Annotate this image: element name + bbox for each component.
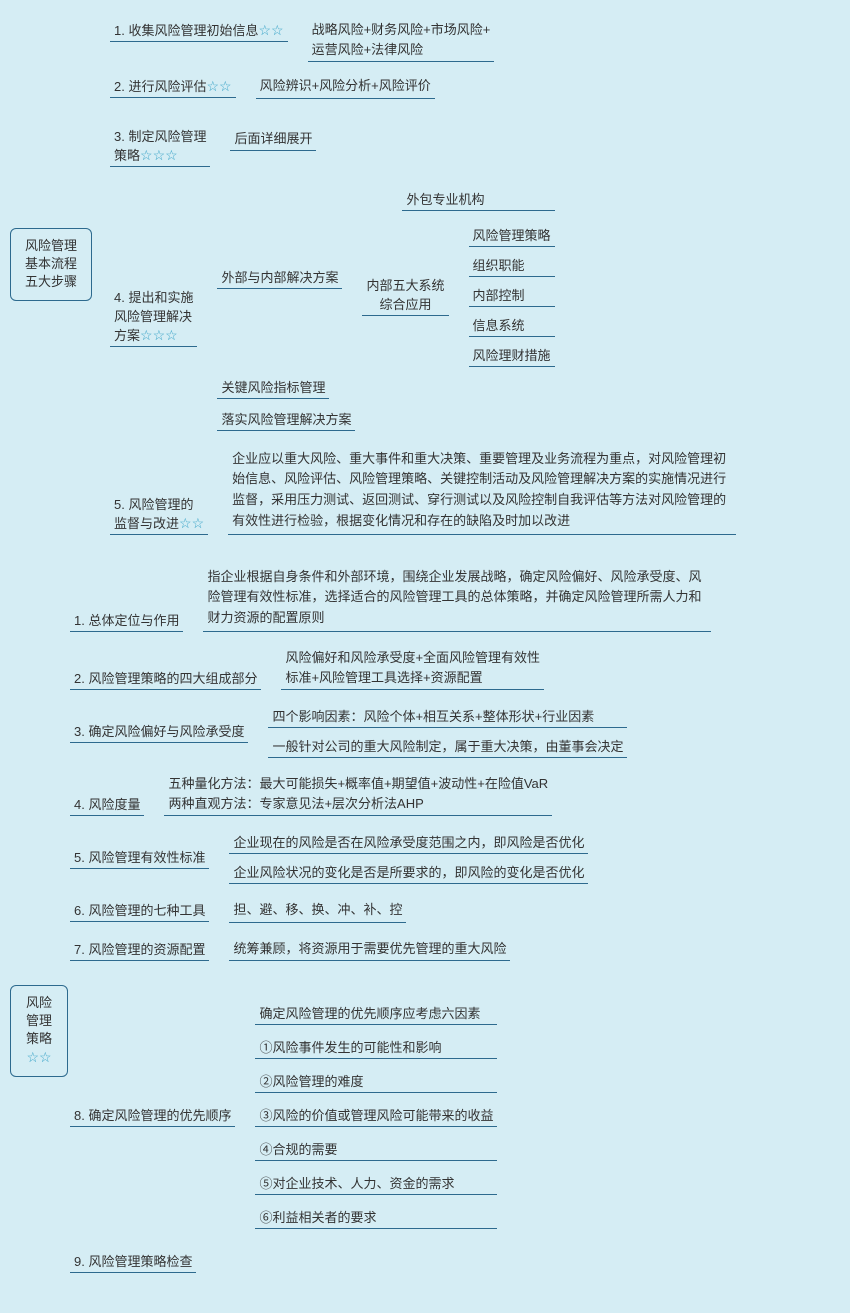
- s2-item-3-line-1: 一般针对公司的重大风险制定，属于重大决策，由董事会决定: [268, 734, 627, 758]
- item-2-row: 2. 进行风险评估☆☆ 风险辨识+风险分析+风险评价: [110, 74, 840, 99]
- item-1-text: 1. 收集风险管理初始信息: [114, 23, 258, 38]
- s2-item-3-lines: 四个影响因素：风险个体+相互关系+整体形状+行业因素 一般针对公司的重大风险制定…: [268, 704, 627, 758]
- s2-item-8-leaves: 确定风险管理的优先顺序应考虑六因素 ①风险事件发生的可能性和影响 ②风险管理的难…: [255, 1001, 497, 1229]
- item-4-stars: ☆☆☆: [140, 327, 178, 343]
- item-1-desc: 战略风险+财务风险+市场风险+ 运营风险+法律风险: [308, 18, 495, 62]
- item-5-stars: ☆☆: [179, 515, 204, 531]
- item-5-desc: 企业应以重大风险、重大事件和重大决策、重要管理及业务流程为重点，对风险管理初始信…: [228, 447, 736, 535]
- internal-5-row: 内部五大系统 综合应用 风险管理策略 组织职能 内部控制 信息系统 风险理财措施: [362, 223, 554, 367]
- s2-item-8-leaf-5: ⑤对企业技术、人力、资金的需求: [255, 1171, 497, 1195]
- root-label-2: 风险 管理 策略: [26, 995, 52, 1046]
- s2-item-9-row: 9. 风险管理策略检查: [70, 1249, 840, 1273]
- s2-item-2-desc: 风险偏好和风险承受度+全面风险管理有效性 标准+风险管理工具选择+资源配置: [281, 646, 544, 690]
- s2-item-6-row: 6. 风险管理的七种工具 担、避、移、换、冲、补、控: [70, 898, 840, 923]
- s2-item-8-leaf-6: ⑥利益相关者的要求: [255, 1205, 497, 1229]
- item-3-label: 3. 制定风险管理 策略☆☆☆: [110, 109, 210, 167]
- implement: 落实风险管理解决方案: [217, 407, 355, 431]
- s2-item-8-leaf-4: ④合规的需要: [255, 1137, 497, 1161]
- item-1-label: 1. 收集风险管理初始信息☆☆: [110, 18, 288, 42]
- internal-5: 内部五大系统 综合应用: [362, 273, 448, 316]
- s2-item-4-row: 4. 风险度量 五种量化方法：最大可能损失+概率值+期望值+波动性+在险值VaR…: [70, 772, 840, 816]
- leaf-is: 信息系统: [469, 313, 555, 337]
- s2-item-7-label: 7. 风险管理的资源配置: [70, 937, 209, 961]
- s2-item-5-label: 5. 风险管理有效性标准: [70, 845, 209, 869]
- s2-item-8-label: 8. 确定风险管理的优先顺序: [70, 1103, 235, 1127]
- s2-item-3-line-0: 四个影响因素：风险个体+相互关系+整体形状+行业因素: [268, 704, 627, 728]
- item-5-row: 5. 风险管理的 监督与改进☆☆ 企业应以重大风险、重大事件和重大决策、重要管理…: [110, 447, 840, 535]
- item-3-desc: 后面详细展开: [230, 127, 316, 152]
- s2-item-1-label: 1. 总体定位与作用: [70, 608, 183, 632]
- s2-item-4-desc: 五种量化方法：最大可能损失+概率值+期望值+波动性+在险值VaR 两种直观方法：…: [164, 772, 552, 816]
- leaf-org: 组织职能: [469, 253, 555, 277]
- leaf-fin: 风险理财措施: [469, 343, 555, 367]
- s2-item-5-row: 5. 风险管理有效性标准 企业现在的风险是否在风险承受度范围之内，即风险是否优化…: [70, 830, 840, 884]
- item-3-stars: ☆☆☆: [140, 147, 178, 163]
- root-label-1: 风险管理 基本流程 五大步骤: [25, 238, 77, 289]
- outsource: 外包专业机构: [402, 187, 554, 211]
- ext-int-sub: 外包专业机构 内部五大系统 综合应用 风险管理策略 组织职能 内部控制 信息系统…: [362, 187, 554, 367]
- item-2-desc: 风险辨识+风险分析+风险评价: [256, 74, 435, 99]
- item-2-stars: ☆☆: [206, 78, 231, 94]
- s2-item-1-row: 1. 总体定位与作用 指企业根据自身条件和外部环境，围绕企业发展战略，确定风险偏…: [70, 565, 840, 632]
- item-2-label: 2. 进行风险评估☆☆: [110, 74, 236, 98]
- s2-item-8-leaf-0: 确定风险管理的优先顺序应考虑六因素: [255, 1001, 497, 1025]
- item-1-row: 1. 收集风险管理初始信息☆☆ 战略风险+财务风险+市场风险+ 运营风险+法律风…: [110, 18, 840, 62]
- s2-item-6-label: 6. 风险管理的七种工具: [70, 898, 209, 922]
- s2-item-8-leaf-2: ②风险管理的难度: [255, 1069, 497, 1093]
- item-5-label: 5. 风险管理的 监督与改进☆☆: [110, 477, 208, 535]
- s2-item-6-desc: 担、避、移、换、冲、补、控: [229, 898, 406, 923]
- s2-item-2-row: 2. 风险管理策略的四大组成部分 风险偏好和风险承受度+全面风险管理有效性 标准…: [70, 646, 840, 690]
- section-risk-strategy: 风险 管理 策略 ☆☆ 1. 总体定位与作用 指企业根据自身条件和外部环境，围绕…: [10, 565, 840, 1273]
- leaf-strategy: 风险管理策略: [469, 223, 555, 247]
- item-4-sub-1: 外部与内部解决方案 外包专业机构 内部五大系统 综合应用 风险管理策略 组织职能…: [217, 187, 554, 367]
- internal-5-leaves: 风险管理策略 组织职能 内部控制 信息系统 风险理财措施: [469, 223, 555, 367]
- s2-item-3-row: 3. 确定风险偏好与风险承受度 四个影响因素：风险个体+相互关系+整体形状+行业…: [70, 704, 840, 758]
- item-2-text: 2. 进行风险评估: [114, 79, 206, 94]
- s2-item-1-desc: 指企业根据自身条件和外部环境，围绕企业发展战略，确定风险偏好、风险承受度、风险管…: [203, 565, 711, 632]
- s2-item-5-line-1: 企业风险状况的变化是否是所要求的，即风险的变化是否优化: [229, 860, 588, 884]
- item-4-row: 4. 提出和实施 风险管理解决 方案☆☆☆ 外部与内部解决方案 外包专业机构 内…: [110, 187, 840, 431]
- item-1-stars: ☆☆: [258, 22, 283, 38]
- s2-item-3-label: 3. 确定风险偏好与风险承受度: [70, 719, 248, 743]
- s2-item-4-label: 4. 风险度量: [70, 792, 144, 816]
- section-risk-process: 风险管理 基本流程 五大步骤 1. 收集风险管理初始信息☆☆ 战略风险+财务风险…: [10, 18, 840, 535]
- s2-item-7-row: 7. 风险管理的资源配置 统筹兼顾，将资源用于需要优先管理的重大风险: [70, 937, 840, 962]
- item-4-sub: 外部与内部解决方案 外包专业机构 内部五大系统 综合应用 风险管理策略 组织职能…: [217, 187, 554, 431]
- s2-item-5-line-0: 企业现在的风险是否在风险承受度范围之内，即风险是否优化: [229, 830, 588, 854]
- root-box-1: 风险管理 基本流程 五大步骤: [10, 228, 92, 301]
- s2-item-9-label: 9. 风险管理策略检查: [70, 1249, 196, 1273]
- s2-item-5-lines: 企业现在的风险是否在风险承受度范围之内，即风险是否优化 企业风险状况的变化是否是…: [229, 830, 588, 884]
- s2-item-8-row: 8. 确定风险管理的优先顺序 确定风险管理的优先顺序应考虑六因素 ①风险事件发生…: [70, 1001, 840, 1229]
- sub-ext-int: 外部与内部解决方案: [217, 265, 342, 289]
- root-stars-2: ☆☆: [26, 1049, 51, 1065]
- root-box-2: 风险 管理 策略 ☆☆: [10, 985, 68, 1077]
- s2-item-2-label: 2. 风险管理策略的四大组成部分: [70, 666, 261, 690]
- s2-item-7-desc: 统筹兼顾，将资源用于需要优先管理的重大风险: [229, 937, 510, 962]
- s2-item-8-leaf-1: ①风险事件发生的可能性和影响: [255, 1035, 497, 1059]
- kri: 关键风险指标管理: [217, 375, 329, 399]
- item-4-label: 4. 提出和实施 风险管理解决 方案☆☆☆: [110, 270, 197, 347]
- item-3-row: 3. 制定风险管理 策略☆☆☆ 后面详细展开: [110, 109, 840, 167]
- s2-item-8-leaf-3: ③风险的价值或管理风险可能带来的收益: [255, 1103, 497, 1127]
- leaf-ic: 内部控制: [469, 283, 555, 307]
